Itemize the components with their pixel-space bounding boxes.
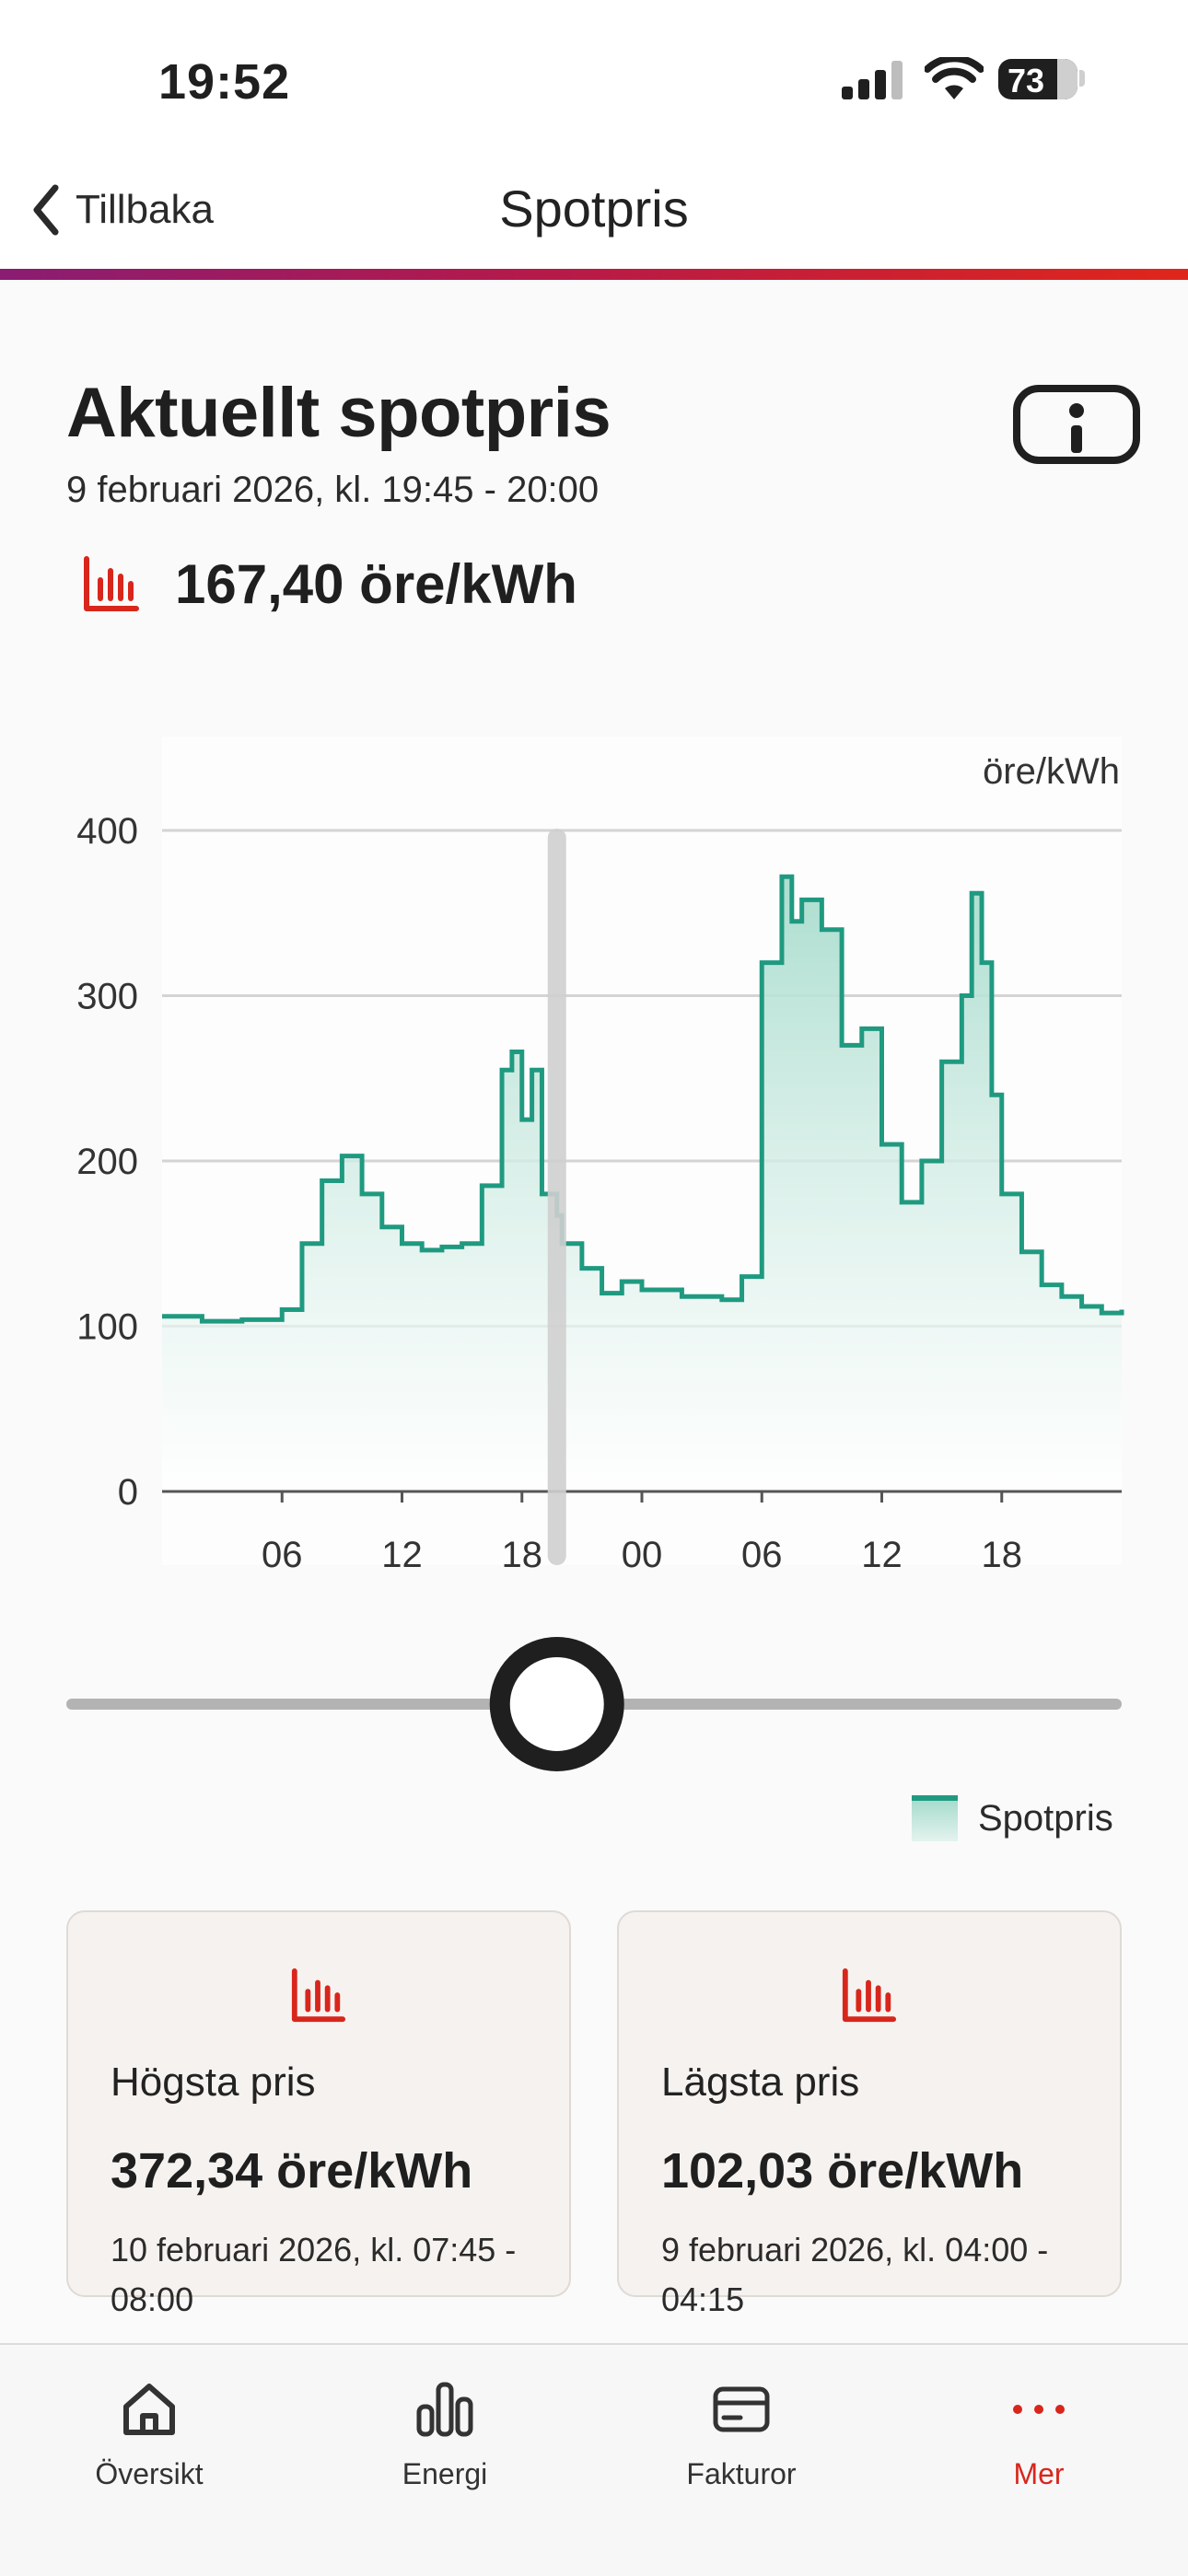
tab-mer[interactable]: Mer [947, 2373, 1131, 2491]
info-icon [1069, 403, 1084, 418]
y-tick-label: 100 [76, 1307, 138, 1348]
home-icon [123, 2384, 175, 2435]
x-tick-label: 06 [262, 1535, 303, 1575]
spot-price-chart: öre/kWh 400 300 200 100 0 06 12 18 00 06 12 18 [66, 737, 1124, 1771]
tab-label: Mer [1013, 2457, 1065, 2490]
page-title: Spotpris [499, 180, 689, 238]
time-slider-handle[interactable] [489, 1637, 624, 1771]
y-tick-label: 0 [118, 1472, 138, 1513]
status-time: 19:52 [158, 54, 291, 110]
y-tick-label: 200 [76, 1142, 138, 1182]
price-chart-icon [842, 1967, 897, 2023]
x-tick-label: 06 [741, 1535, 783, 1575]
legend-swatch [912, 1795, 958, 1841]
nav-header: Tillbaka Spotpris [0, 157, 1188, 269]
section-heading: Aktuellt spotpris [66, 374, 611, 452]
cellular-signal-icon [842, 61, 903, 99]
chevron-left-icon [33, 184, 59, 236]
legend-label: Spotpris [978, 1797, 1113, 1839]
current-price-value: 167,40 öre/kWh [175, 553, 577, 615]
lowest-price-value: 102,03 öre/kWh [661, 2143, 1024, 2199]
tab-energi[interactable]: Energi [353, 2373, 537, 2491]
tab-label: Energi [402, 2457, 488, 2490]
card-icon [713, 2386, 770, 2432]
status-bar: 19:52 73 [0, 0, 1188, 157]
y-unit-label: öre/kWh [983, 751, 1120, 792]
info-button[interactable] [1013, 385, 1140, 464]
x-tick-label: 12 [861, 1535, 903, 1575]
highest-price-date: 10 februari 2026, kl. 07:45 - 08:00 [111, 2231, 517, 2318]
x-tick-label: 00 [622, 1535, 663, 1575]
y-tick-label: 300 [76, 977, 138, 1017]
lowest-price-date: 9 februari 2026, kl. 04:00 - 04:15 [661, 2231, 1049, 2318]
current-price-row: 167,40 öre/kWh [81, 552, 577, 616]
more-icon [1013, 2405, 1065, 2414]
chart-legend: Spotpris [912, 1795, 1113, 1841]
battery-icon: 73 [998, 59, 1077, 99]
spot-price-line [162, 874, 1124, 1324]
bar-chart-icon [416, 2382, 473, 2437]
back-label: Tillbaka [76, 187, 214, 232]
tab-label: Fakturor [686, 2457, 797, 2490]
brand-gradient-bar [0, 269, 1188, 280]
time-cursor[interactable] [547, 829, 566, 1565]
back-button[interactable]: Tillbaka [31, 184, 214, 236]
battery-level: 73 [1007, 62, 1045, 99]
wifi-icon [925, 57, 984, 99]
x-tick-label: 12 [381, 1535, 423, 1575]
tab-label: Översikt [95, 2457, 204, 2490]
y-tick-label: 400 [76, 811, 138, 852]
battery-tip [1079, 70, 1085, 87]
tab-oversikt[interactable]: Översikt [57, 2373, 241, 2491]
lowest-price-card: Lägsta pris 102,03 öre/kWh 9 februari 20… [617, 1910, 1122, 2318]
price-chart-icon [291, 1967, 346, 2023]
highest-price-value: 372,34 öre/kWh [111, 2143, 473, 2199]
lowest-price-label: Lägsta pris [661, 2060, 860, 2105]
x-tick-label: 18 [502, 1535, 543, 1575]
highest-price-card: Högsta pris 372,34 öre/kWh 10 februari 2… [66, 1910, 571, 2318]
price-chart-icon [84, 555, 139, 611]
highest-price-label: Högsta pris [111, 2060, 316, 2105]
tab-fakturor[interactable]: Fakturor [649, 2373, 833, 2491]
current-period: 9 februari 2026, kl. 19:45 - 20:00 [66, 470, 600, 510]
bottom-tab-bar: Översikt Energi Fakturor [0, 2343, 1188, 2576]
x-tick-label: 18 [982, 1535, 1023, 1575]
